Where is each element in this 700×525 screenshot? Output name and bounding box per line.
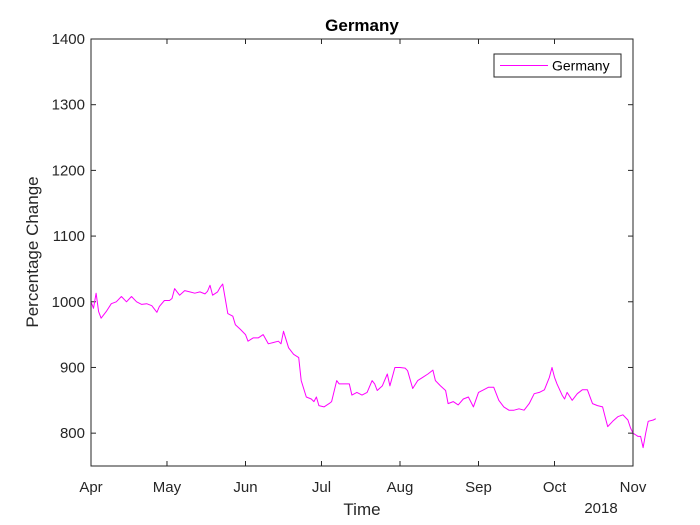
y-tick-label-900: 900 [60,359,85,376]
y-tick-label-800: 800 [60,425,85,442]
y-tick-label-1000: 1000 [52,294,85,311]
y-tick-label-1300: 1300 [52,97,85,114]
x-tick-label-oct: Oct [543,479,567,496]
x-tick-label-apr: Apr [79,479,102,496]
x-tick-label-may: May [153,479,182,496]
x-tick-label-sep: Sep [465,479,492,496]
y-axis-label: Percentage Change [23,176,42,327]
x-tick-label-jul: Jul [312,479,331,496]
legend: Germany [494,54,621,77]
y-tick-label-1400: 1400 [52,31,85,48]
y-tick-label-1200: 1200 [52,162,85,179]
chart-title: Germany [325,16,399,35]
y-tick-label-1100: 1100 [53,228,85,245]
x-tick-label-jun: Jun [233,479,257,496]
x-axis-year-label: 2018 [584,500,617,517]
plot-area [91,39,633,466]
x-axis-label: Time [343,500,380,519]
x-tick-label-nov: Nov [620,479,647,496]
legend-label-germany: Germany [552,58,610,74]
x-tick-label-aug: Aug [387,479,414,496]
